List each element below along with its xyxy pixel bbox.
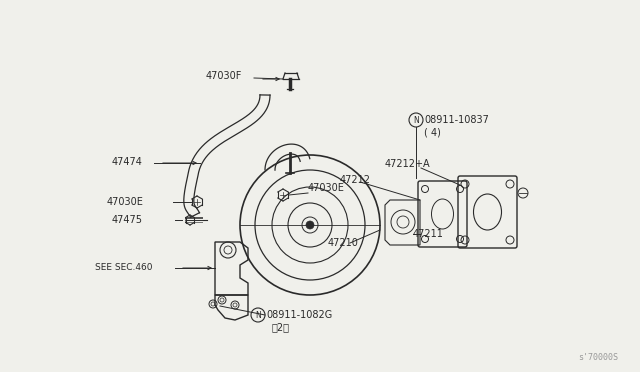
Text: 47030E: 47030E	[308, 183, 345, 193]
Text: 08911-10837: 08911-10837	[424, 115, 489, 125]
Text: N: N	[255, 311, 261, 320]
Text: ( 4): ( 4)	[424, 127, 441, 137]
Circle shape	[306, 221, 314, 229]
Text: N: N	[413, 115, 419, 125]
Text: SEE SEC.460: SEE SEC.460	[95, 263, 152, 273]
Text: s'70000S: s'70000S	[578, 353, 618, 362]
Text: 47030E: 47030E	[107, 197, 144, 207]
Text: 47211: 47211	[413, 229, 444, 239]
Text: 47210: 47210	[328, 238, 359, 248]
Text: 47212+A: 47212+A	[385, 159, 431, 169]
Text: 47475: 47475	[112, 215, 143, 225]
Text: 47212: 47212	[340, 175, 371, 185]
Text: 08911-1082G: 08911-1082G	[266, 310, 332, 320]
Text: 47474: 47474	[112, 157, 143, 167]
Text: 47030F: 47030F	[206, 71, 243, 81]
Text: （2）: （2）	[272, 322, 290, 332]
